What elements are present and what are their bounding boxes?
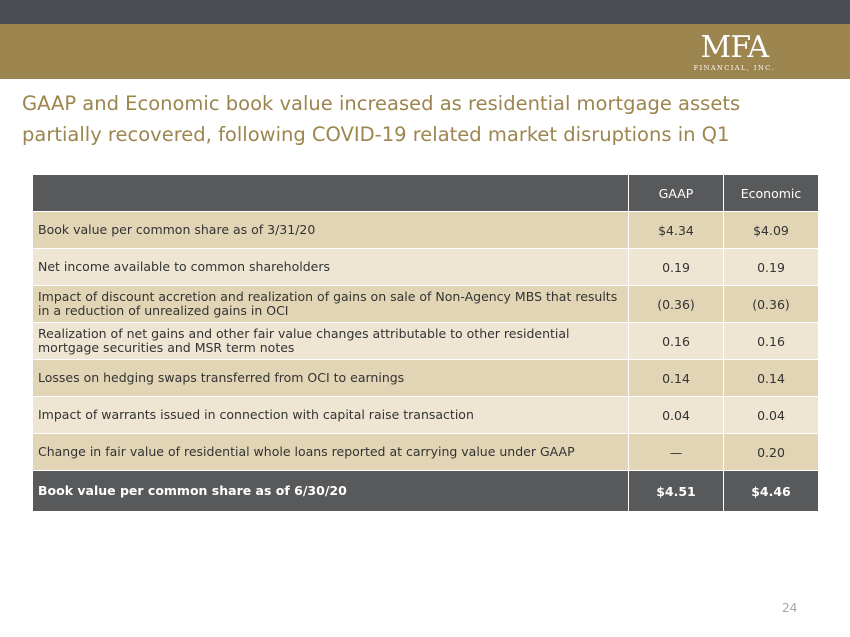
table-row: Impact of discount accretion and realiza… xyxy=(32,285,819,323)
table-row: Impact of warrants issued in connection … xyxy=(32,396,819,434)
gaap-value: 0.16 xyxy=(628,322,724,360)
economic-value: (0.36) xyxy=(723,285,819,323)
gaap-value: 0.19 xyxy=(628,248,724,286)
table-row: Realization of net gains and other fair … xyxy=(32,322,819,360)
total-economic-value: $4.46 xyxy=(723,470,819,512)
mfa-logo: MFA FINANCIAL, INC. xyxy=(693,30,775,73)
header-dark-bar xyxy=(0,0,850,24)
header-label-cell xyxy=(32,174,629,212)
economic-value: 0.04 xyxy=(723,396,819,434)
row-label: Change in fair value of residential whol… xyxy=(32,433,629,471)
table-row: Net income available to common sharehold… xyxy=(32,248,819,286)
row-label: Realization of net gains and other fair … xyxy=(32,322,629,360)
table-total-row: Book value per common share as of 6/30/2… xyxy=(32,470,819,512)
row-label: Book value per common share as of 3/31/2… xyxy=(32,211,629,249)
header-gaap: GAAP xyxy=(628,174,724,212)
row-label: Losses on hedging swaps transferred from… xyxy=(32,359,629,397)
row-label: Impact of discount accretion and realiza… xyxy=(32,285,629,323)
header-gold-band xyxy=(0,24,850,79)
gaap-value: 0.04 xyxy=(628,396,724,434)
logo-subtitle: FINANCIAL, INC. xyxy=(693,64,775,72)
row-label: Impact of warrants issued in connection … xyxy=(32,396,629,434)
gaap-value: — xyxy=(628,433,724,471)
economic-value: 0.16 xyxy=(723,322,819,360)
book-value-table: GAAP Economic Book value per common shar… xyxy=(32,174,819,512)
gaap-value: (0.36) xyxy=(628,285,724,323)
economic-value: $4.09 xyxy=(723,211,819,249)
slide-headline: GAAP and Economic book value increased a… xyxy=(22,92,741,146)
table-row: Book value per common share as of 3/31/2… xyxy=(32,211,819,249)
gaap-value: 0.14 xyxy=(628,359,724,397)
table-row: Losses on hedging swaps transferred from… xyxy=(32,359,819,397)
page-number: 24 xyxy=(782,601,798,615)
total-gaap-value: $4.51 xyxy=(628,470,724,512)
economic-value: 0.14 xyxy=(723,359,819,397)
economic-value: 0.19 xyxy=(723,248,819,286)
header-economic: Economic xyxy=(723,174,819,212)
total-label: Book value per common share as of 6/30/2… xyxy=(32,470,629,512)
economic-value: 0.20 xyxy=(723,433,819,471)
gaap-value: $4.34 xyxy=(628,211,724,249)
row-label: Net income available to common sharehold… xyxy=(32,248,629,286)
logo-wordmark: MFA xyxy=(700,30,770,65)
table-row: Change in fair value of residential whol… xyxy=(32,433,819,471)
table-header-row: GAAP Economic xyxy=(32,174,819,212)
